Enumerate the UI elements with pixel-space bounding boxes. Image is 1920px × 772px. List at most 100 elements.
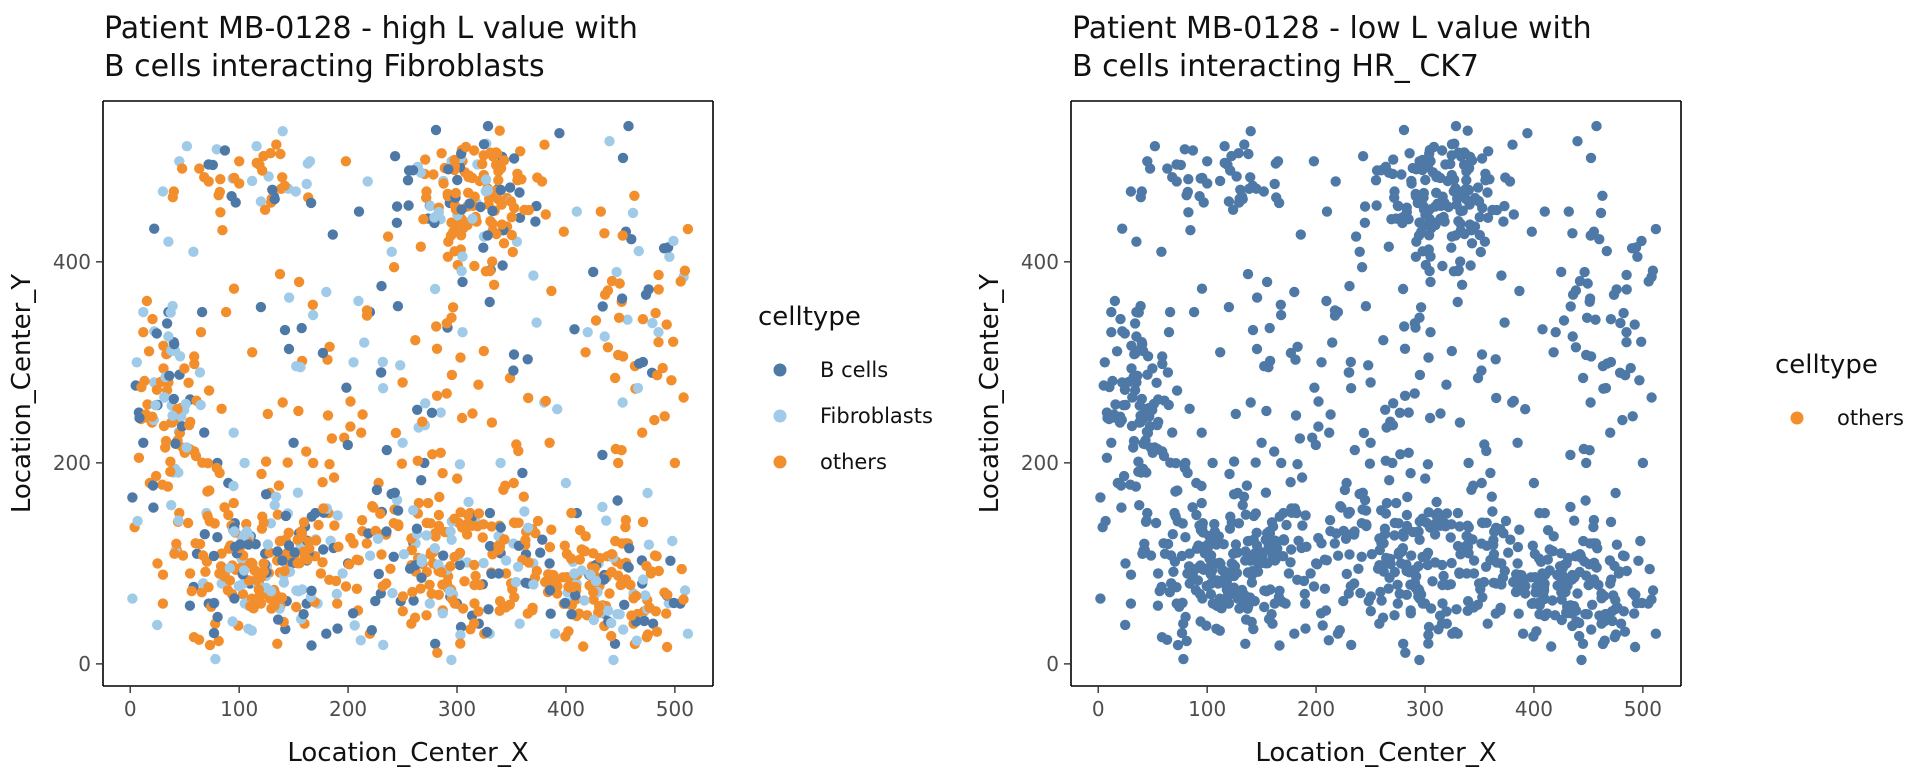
data-point [620, 514, 632, 526]
data-point [595, 206, 606, 217]
data-point [1317, 620, 1328, 631]
data-point [332, 623, 343, 634]
data-point [1558, 575, 1570, 587]
data-point [450, 220, 462, 231]
data-point [1281, 519, 1292, 531]
data-point [1270, 158, 1282, 169]
data-point [402, 175, 414, 186]
data-point [207, 159, 218, 171]
data-point [1276, 457, 1287, 469]
data-point [417, 416, 428, 427]
data-point [1308, 156, 1320, 167]
data-point [275, 148, 286, 160]
data-point [301, 178, 312, 190]
data-point [1353, 563, 1364, 574]
data-point [530, 216, 541, 227]
data-point [1424, 412, 1436, 424]
data-point [258, 150, 269, 162]
data-point [1414, 369, 1426, 381]
data-point [425, 518, 436, 529]
data-point [224, 562, 235, 574]
data-point [558, 226, 569, 237]
data-point [1365, 591, 1377, 602]
data-point [1364, 458, 1376, 469]
data-point [302, 158, 313, 169]
data-point [1577, 372, 1589, 384]
data-point [408, 505, 419, 516]
data-point [333, 541, 344, 552]
data-point [517, 467, 528, 479]
data-point [238, 565, 250, 576]
legend-title: celltype [758, 302, 861, 332]
data-point [239, 457, 250, 469]
data-point [1116, 502, 1127, 513]
data-point [327, 229, 338, 240]
data-point [457, 276, 468, 288]
data-point [381, 526, 392, 537]
data-point [1587, 599, 1598, 610]
data-point [590, 575, 602, 587]
data-point [1445, 532, 1456, 543]
data-point [500, 555, 512, 566]
data-point [289, 547, 300, 558]
data-point [1150, 517, 1162, 529]
data-point [332, 510, 343, 521]
data-point [138, 327, 149, 338]
data-point [1556, 587, 1567, 598]
data-point [199, 427, 210, 438]
data-point [462, 520, 473, 531]
data-point [1466, 238, 1478, 249]
data-point [1261, 405, 1272, 417]
data-point [1454, 521, 1465, 532]
data-point [127, 492, 138, 503]
data-point [371, 484, 383, 496]
data-point [321, 628, 332, 639]
data-point [1325, 409, 1336, 420]
data-point [606, 566, 617, 578]
data-point [347, 608, 359, 619]
data-point [229, 172, 240, 184]
data-point [468, 618, 480, 629]
data-point [1462, 541, 1474, 553]
data-point [522, 522, 534, 533]
data-point [1289, 286, 1300, 298]
data-point [1646, 392, 1657, 403]
x-tick-label: 400 [547, 697, 585, 721]
data-point [1446, 519, 1457, 530]
data-point [1187, 145, 1199, 156]
data-point [461, 529, 473, 540]
data-point [215, 174, 226, 185]
data-point [1610, 487, 1621, 499]
data-point [1384, 572, 1395, 583]
data-point [494, 125, 505, 136]
data-point [1428, 141, 1440, 153]
data-point [317, 347, 329, 359]
data-point [301, 446, 312, 457]
data-point [189, 351, 200, 362]
data-point [1316, 357, 1327, 368]
data-point [518, 491, 529, 502]
data-point [1394, 407, 1406, 418]
data-point [1632, 251, 1643, 262]
data-point [508, 153, 520, 164]
data-point [507, 246, 518, 258]
data-point [609, 638, 621, 649]
data-point [637, 356, 649, 368]
data-point [618, 624, 629, 635]
data-point [1125, 569, 1137, 580]
data-point [1454, 568, 1465, 579]
data-point [1438, 570, 1449, 582]
data-point [456, 265, 467, 277]
data-point [1644, 563, 1655, 575]
data-point [1357, 151, 1369, 162]
data-point [337, 568, 348, 579]
data-point [496, 219, 508, 230]
data-point [1132, 370, 1143, 381]
data-point [1572, 588, 1583, 599]
data-point [456, 412, 468, 424]
data-point [1406, 550, 1417, 561]
data-point [1248, 510, 1260, 522]
data-point [597, 301, 608, 312]
data-point [638, 574, 649, 585]
data-point [370, 595, 381, 607]
